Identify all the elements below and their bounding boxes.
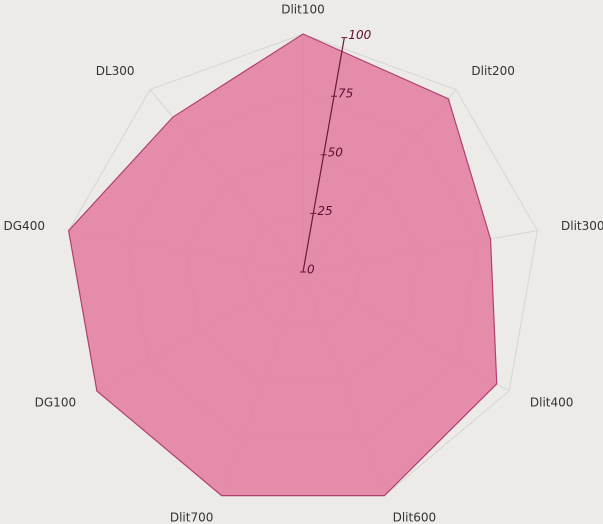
axis-label: DG100 [35,396,76,410]
axis-label: DG400 [4,219,45,233]
radial-tick-label: 50 [328,145,344,159]
radial-tick-label: 0 [307,263,315,277]
axis-label: Dlit600 [393,511,437,524]
axis-label: Dlit700 [170,511,214,524]
axis-label: Dlit100 [281,3,325,17]
radial-tick-label: 25 [317,204,332,218]
axis-label: DL300 [96,64,135,78]
radar-area [67,33,498,497]
radial-tick-label: 100 [348,28,371,42]
radial-tick-label: 75 [338,87,353,101]
axis-label: Dlit300 [561,219,603,233]
axis-label: Dlit200 [471,64,515,78]
axis-label: Dlit400 [530,396,574,410]
